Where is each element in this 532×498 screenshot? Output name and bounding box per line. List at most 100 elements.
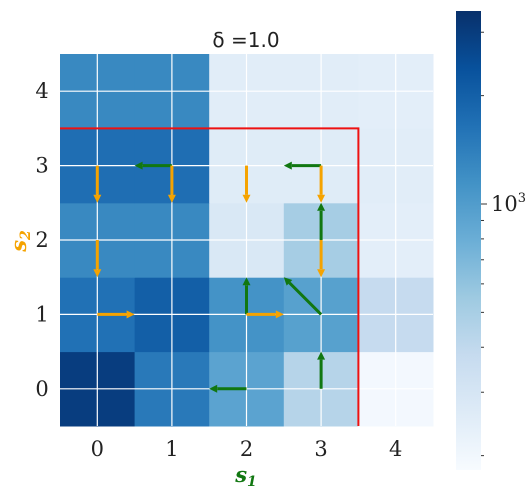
heatmap-cell (97, 54, 136, 92)
x-tick-label: 3 (314, 437, 327, 461)
policy-arrow (246, 310, 284, 319)
heatmap-cell (395, 277, 434, 315)
y-tick-label: 3 (35, 154, 48, 178)
policy-arrow (317, 165, 326, 203)
y-axis-label: s2 (6, 230, 34, 253)
heatmap-cell (395, 91, 434, 129)
heatmap-cell (246, 277, 285, 315)
heatmap-cell (209, 91, 247, 129)
colorbar-label: 103 (491, 191, 526, 216)
boundary-line (60, 127, 360, 426)
heatmap-cell (171, 91, 210, 129)
heatmap-cell (97, 165, 136, 204)
y-tick-label: 4 (35, 79, 48, 103)
heatmap-cell (209, 165, 247, 204)
x-tick-label: 1 (165, 437, 178, 461)
heatmap-cell (358, 388, 397, 427)
policy-arrow (242, 277, 251, 315)
heatmap-cell (283, 202, 322, 241)
heatmap-cell (321, 165, 359, 204)
heatmap-cell (283, 91, 322, 129)
x-tick-labels: 0 1 2 3 4 (91, 437, 403, 461)
heatmap-cell (171, 314, 210, 353)
heatmap-cell (246, 240, 285, 278)
policy-arrow (317, 202, 326, 240)
policy-arrow (283, 277, 323, 316)
heatmap-cell (321, 91, 359, 129)
heatmap-cell (60, 202, 98, 241)
heatmap-cell (97, 91, 136, 129)
policy-arrow (93, 165, 102, 203)
x-tick-label: 4 (389, 437, 402, 461)
heatmap-cell (358, 202, 397, 241)
heatmap-cell (171, 240, 210, 278)
heatmap-cell (358, 165, 397, 204)
heatmap-cell (60, 54, 98, 92)
heatmap-cell (171, 165, 210, 204)
heatmap-cell (134, 240, 173, 278)
heatmap-cell (395, 128, 434, 167)
y-tick-label: 0 (35, 377, 48, 401)
x-tick-label: 2 (240, 437, 253, 461)
heatmap-cell (134, 388, 173, 427)
heatmap-cell (395, 54, 434, 92)
heatmap-cell (358, 128, 397, 167)
heatmap-cell (246, 314, 285, 353)
heatmap-cells (60, 54, 434, 427)
heatmap-cell (60, 128, 98, 167)
heatmap-cell (209, 314, 247, 353)
heatmap-cell (97, 388, 136, 427)
policy-arrow (93, 240, 102, 278)
policy-arrow (209, 384, 247, 393)
heatmap-cell (60, 91, 98, 129)
heatmap-cell (134, 314, 173, 353)
policy-arrow (167, 165, 176, 203)
heatmap-cell (246, 54, 285, 92)
heatmap-cell (395, 351, 434, 390)
policy-arrow (134, 161, 172, 170)
heatmap-cell (97, 240, 136, 278)
chart-title: δ =1.0 (212, 28, 279, 52)
heatmap-cell (171, 351, 210, 390)
heatmap-cell (246, 128, 285, 167)
heatmap-cell (171, 277, 210, 315)
policy-arrow (317, 240, 326, 278)
heatmap-cell (246, 165, 285, 204)
heatmap-cell (395, 165, 434, 204)
heatmap-cell (358, 314, 397, 353)
heatmap-cell (60, 314, 98, 353)
heatmap-cell (321, 202, 359, 241)
heatmap-cell (97, 202, 136, 241)
heatmap-cell (321, 314, 359, 353)
heatmap-cell (171, 128, 210, 167)
colorbar: 103 (456, 11, 526, 470)
heatmap-cell (171, 202, 210, 241)
heatmap-cell (60, 165, 98, 204)
heatmap-cell (97, 351, 136, 390)
heatmap-cell (283, 165, 322, 204)
heatmap-cell (60, 351, 98, 390)
heatmap-cell (246, 202, 285, 241)
heatmap-cell (358, 240, 397, 278)
heatmap-cell (134, 202, 173, 241)
heatmap-cell (321, 277, 359, 315)
heatmap-cell (395, 240, 434, 278)
heatmap-cell (358, 91, 397, 129)
heatmap-cell (60, 388, 98, 427)
heatmap-cell (209, 202, 247, 241)
heatmap-cell (134, 128, 173, 167)
heatmap-cell (283, 240, 322, 278)
policy-arrow (242, 165, 251, 203)
heatmap-cell (209, 351, 247, 390)
heatmap-cell (209, 388, 247, 427)
heatmap-cell (134, 91, 173, 129)
policy-arrow (283, 161, 322, 170)
heatmap-cell (134, 351, 173, 390)
policy-arrow (317, 351, 326, 389)
heatmap-cell (60, 277, 98, 315)
heatmap-cell (283, 314, 322, 353)
heatmap-cell (358, 54, 397, 92)
heatmap-cell (283, 388, 322, 427)
heatmap-cell (321, 351, 359, 390)
